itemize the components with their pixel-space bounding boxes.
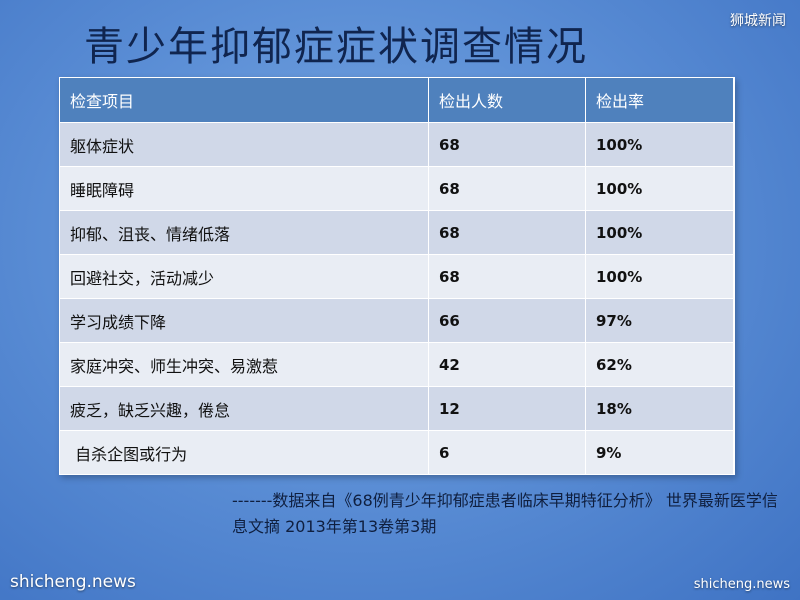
header-item: 检查项目: [60, 78, 429, 123]
cell-rate: 100%: [585, 210, 734, 255]
table-header-row: 检查项目 检出人数 检出率: [60, 78, 734, 123]
table-row: 自杀企图或行为 6 9%: [60, 430, 734, 474]
cell-count: 68: [428, 254, 586, 299]
cell-count: 12: [428, 386, 586, 431]
watermark-bottom-right: shicheng.news: [693, 577, 790, 592]
cell-item: 躯体症状: [60, 122, 429, 167]
cell-rate: 100%: [585, 254, 734, 299]
cell-item: 疲乏，缺乏兴趣，倦怠: [60, 386, 429, 431]
cell-item: 抑郁、沮丧、情绪低落: [60, 210, 429, 255]
cell-rate: 62%: [585, 342, 734, 387]
cell-item: 回避社交，活动减少: [60, 254, 429, 299]
cell-count: 6: [428, 430, 586, 474]
symptom-table: 检查项目 检出人数 检出率 躯体症状 68 100% 睡眠障碍 68 100% …: [59, 77, 735, 475]
cell-rate: 100%: [585, 166, 734, 211]
header-rate: 检出率: [585, 78, 734, 123]
cell-rate: 9%: [585, 430, 734, 474]
cell-rate: 97%: [585, 298, 734, 343]
page-title: 青少年抑郁症症状调查情况: [84, 24, 588, 70]
table-row: 疲乏，缺乏兴趣，倦怠 12 18%: [60, 386, 734, 431]
cell-rate: 100%: [585, 122, 734, 167]
header-count: 检出人数: [428, 78, 586, 123]
cell-count: 68: [428, 166, 586, 211]
cell-item: 家庭冲突、师生冲突、易激惹: [60, 342, 429, 387]
table-row: 家庭冲突、师生冲突、易激惹 42 62%: [60, 342, 734, 387]
source-citation: -------数据来自《68例青少年抑郁症患者临床早期特征分析》 世界最新医学信…: [232, 491, 778, 536]
table-row: 睡眠障碍 68 100%: [60, 166, 734, 211]
table-row: 回避社交，活动减少 68 100%: [60, 254, 734, 299]
cell-count: 66: [428, 298, 586, 343]
table-row: 学习成绩下降 66 97%: [60, 298, 734, 343]
cell-item: 自杀企图或行为: [60, 430, 429, 474]
cell-rate: 18%: [585, 386, 734, 431]
cell-item: 学习成绩下降: [60, 298, 429, 343]
cell-item: 睡眠障碍: [60, 166, 429, 211]
cell-count: 68: [428, 210, 586, 255]
watermark-top-right: 狮城新闻: [730, 13, 786, 29]
watermark-bottom-left: shicheng.news: [10, 572, 136, 592]
cell-count: 42: [428, 342, 586, 387]
cell-count: 68: [428, 122, 586, 167]
table-row: 抑郁、沮丧、情绪低落 68 100%: [60, 210, 734, 255]
table-row: 躯体症状 68 100%: [60, 122, 734, 167]
